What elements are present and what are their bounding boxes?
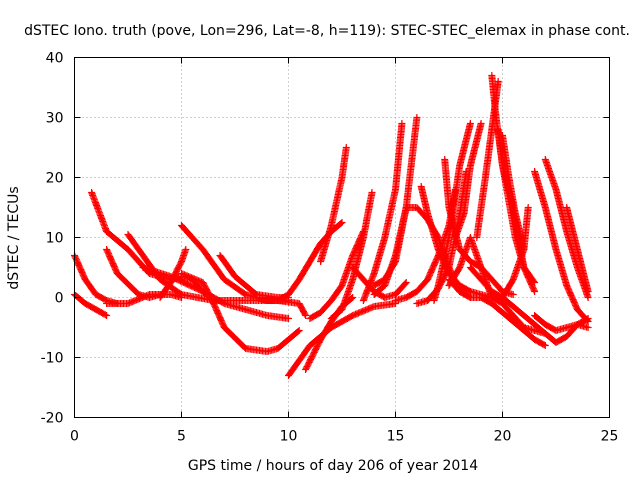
data-point-markers xyxy=(499,132,528,253)
y-tick-label: 30 xyxy=(46,111,64,127)
grid xyxy=(74,57,610,418)
series-arc-25 xyxy=(430,120,474,304)
series-arc-24 xyxy=(417,183,506,304)
data-point-markers xyxy=(451,120,485,241)
axes: 0 5 10 15 20 25 -20 -10 0 10 20 30 40 xyxy=(41,51,619,445)
series-arc-38 xyxy=(563,204,592,295)
data-points xyxy=(71,72,592,379)
x-tick-label: 25 xyxy=(601,429,619,445)
series-arc-36 xyxy=(531,168,592,325)
chart-title: dSTEC Iono. truth (pove, Lon=296, Lat=-8… xyxy=(24,23,630,39)
y-tick-label: 10 xyxy=(46,231,64,247)
series-arc-34 xyxy=(499,132,528,253)
series-arc-10 xyxy=(178,270,303,355)
series-arc-16 xyxy=(317,144,350,265)
y-tick-label: 20 xyxy=(46,171,64,187)
x-tick-label: 10 xyxy=(280,429,298,445)
series-arc-35 xyxy=(499,204,532,301)
data-point-markers xyxy=(531,312,592,334)
x-tick-label: 5 xyxy=(177,429,186,445)
x-tick-label: 15 xyxy=(387,429,405,445)
data-point-markers xyxy=(156,246,190,301)
series-arc-5 xyxy=(103,246,164,301)
data-point-markers xyxy=(327,189,376,322)
series-arc-8 xyxy=(156,246,190,301)
data-point-markers xyxy=(178,270,303,355)
series-arc-17 xyxy=(327,189,376,322)
y-axis-label: dSTEC / TECUs xyxy=(6,186,22,289)
series-arc-29 xyxy=(451,120,485,241)
y-tick-label: -20 xyxy=(41,411,64,427)
data-point-markers xyxy=(417,183,506,304)
series-arc-19 xyxy=(359,120,406,304)
y-tick-label: -10 xyxy=(41,351,64,367)
data-point-markers xyxy=(499,204,532,301)
series-arc-39 xyxy=(531,312,592,334)
y-tick-label: 40 xyxy=(46,51,64,67)
data-point-markers xyxy=(317,144,350,265)
data-point-markers xyxy=(359,120,406,304)
x-tick-label: 0 xyxy=(70,429,79,445)
data-point-markers xyxy=(563,204,592,295)
data-point-markers xyxy=(103,246,164,301)
data-point-markers xyxy=(531,168,592,325)
data-point-markers xyxy=(430,120,474,304)
x-tick-label: 20 xyxy=(494,429,512,445)
y-tick-label: 0 xyxy=(55,291,64,307)
x-axis-label: GPS time / hours of day 206 of year 2014 xyxy=(188,458,478,474)
